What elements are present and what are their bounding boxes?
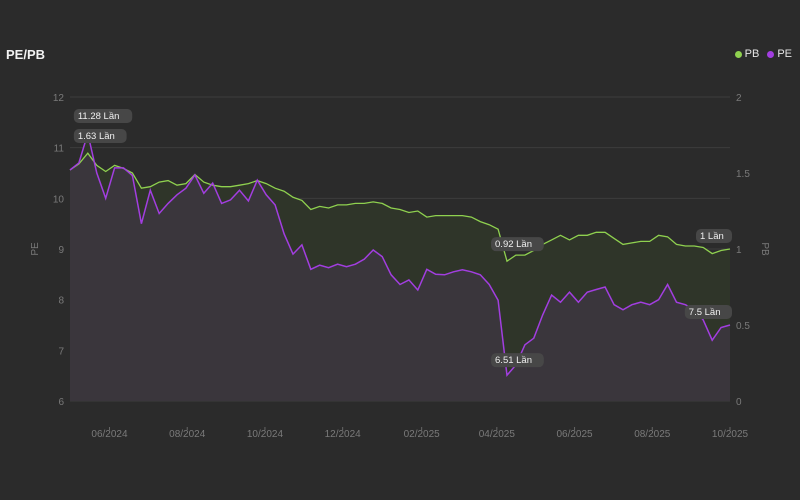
- y-tick-right: 2: [736, 93, 742, 104]
- y-tick-left: 8: [58, 296, 64, 307]
- pe-area: [70, 133, 730, 401]
- annotation-badge: [73, 109, 133, 123]
- legend-label-pe: PE: [777, 48, 792, 60]
- x-tick-label: 06/2025: [556, 429, 593, 440]
- y-axis-title-right: PB: [759, 242, 770, 256]
- x-tick-label: 10/2025: [712, 429, 749, 440]
- y-tick-left: 12: [53, 93, 65, 104]
- x-tick-label: 08/2025: [634, 429, 671, 440]
- x-tick-label: 04/2025: [479, 429, 516, 440]
- annotation-label: 0.92 Lần: [495, 239, 532, 250]
- x-tick-label: 02/2025: [404, 429, 441, 440]
- y-tick-left: 7: [58, 346, 64, 357]
- y-tick-right: 1: [736, 245, 742, 256]
- annotation-badge: [684, 305, 732, 319]
- y-axis-title-left: PE: [30, 242, 41, 256]
- legend: PB PE: [734, 48, 792, 60]
- pb-line: [69, 152, 731, 263]
- legend-label-pb: PB: [744, 48, 760, 60]
- annotation-label: 6.51 Lần: [495, 355, 532, 366]
- y-tick-left: 6: [58, 397, 64, 408]
- y-tick-right: 0: [736, 397, 742, 408]
- x-tick-label: 06/2024: [91, 429, 128, 440]
- annotation-label: 7.5 Lần: [689, 307, 721, 318]
- annotation-badge: [73, 129, 127, 143]
- annotation-label: 1 Lần: [700, 231, 724, 242]
- x-tick-label: 08/2024: [169, 429, 206, 440]
- y-tick-left: 9: [58, 245, 64, 256]
- annotation-badge: [491, 237, 544, 252]
- y-tick-right: 1.5: [736, 169, 750, 180]
- annotation-label: 11.28 Lần: [78, 111, 120, 122]
- annotation-label: 1.63 Lần: [78, 131, 115, 142]
- annotation-badge: [491, 353, 544, 368]
- pe-line: [69, 130, 731, 377]
- chart-title: PE/PB: [6, 47, 46, 62]
- pb-dot-icon: [734, 50, 742, 58]
- legend-item-pe[interactable]: PE: [767, 48, 792, 60]
- y-tick-left: 11: [54, 144, 65, 155]
- annotation-badge: [696, 229, 732, 243]
- pb-pe-band: [70, 133, 730, 376]
- x-tick-label: 12/2024: [325, 429, 362, 440]
- y-tick-left: 10: [53, 194, 65, 205]
- x-tick-label: 10/2024: [247, 429, 284, 440]
- legend-item-pb[interactable]: PB: [734, 48, 760, 60]
- pe-dot-icon: [767, 50, 775, 58]
- y-tick-right: 0.5: [736, 321, 750, 332]
